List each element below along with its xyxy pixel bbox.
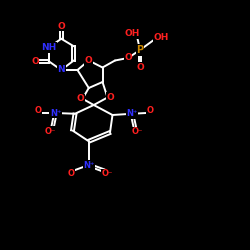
Text: O: O xyxy=(76,94,84,103)
Text: N⁺: N⁺ xyxy=(83,160,94,170)
Text: O: O xyxy=(136,63,144,72)
Text: OH: OH xyxy=(154,34,169,42)
Text: N⁺: N⁺ xyxy=(126,109,138,118)
Text: N⁺: N⁺ xyxy=(50,108,61,118)
Text: O: O xyxy=(58,22,65,31)
Text: O: O xyxy=(31,57,39,66)
Text: O⁻: O⁻ xyxy=(45,127,56,136)
Text: O: O xyxy=(85,56,92,65)
Text: OH: OH xyxy=(124,29,140,38)
Text: N: N xyxy=(58,66,65,74)
Text: O⁻: O⁻ xyxy=(132,127,143,136)
Text: P: P xyxy=(136,45,143,55)
Text: O: O xyxy=(124,54,132,62)
Text: O: O xyxy=(35,106,42,115)
Text: O: O xyxy=(106,93,114,102)
Text: O: O xyxy=(146,106,154,115)
Text: O: O xyxy=(67,169,74,178)
Text: O⁻: O⁻ xyxy=(102,169,113,178)
Text: NH: NH xyxy=(41,43,56,52)
